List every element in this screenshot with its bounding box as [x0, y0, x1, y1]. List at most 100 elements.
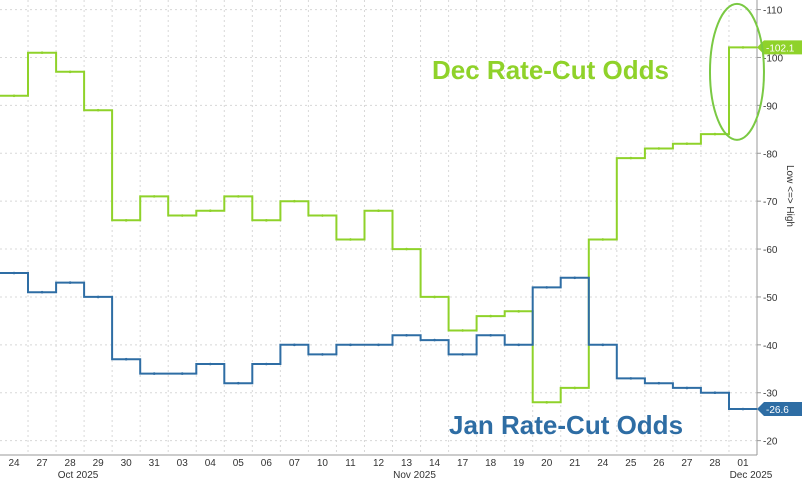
- last-value-tag: [757, 402, 802, 417]
- data-point: [685, 142, 689, 145]
- x-tick-label: 26: [653, 458, 665, 469]
- data-point: [40, 51, 44, 54]
- data-point: [321, 214, 324, 217]
- x-tick-label: 07: [289, 458, 301, 469]
- data-point: [124, 219, 128, 222]
- data-point: [489, 314, 492, 318]
- data-point: [405, 333, 408, 337]
- data-point: [601, 343, 605, 347]
- x-tick-label: 01: [737, 458, 749, 469]
- data-point: [180, 372, 184, 375]
- x-tick-label: 27: [36, 458, 48, 469]
- highlight-ellipse: [708, 2, 765, 141]
- axes: -20 -30 -40 -50 -60 -70 -80 -90 -100 -110 24 27 28 29…: [0, 0, 783, 480]
- data-point: [433, 295, 436, 299]
- y-tick-label: -20: [763, 437, 778, 448]
- data-point: [152, 195, 156, 198]
- data-point: [12, 94, 16, 98]
- y-tick-label: -80: [763, 149, 778, 160]
- y-tick-label: -40: [763, 341, 778, 352]
- gridlines: [0, 0, 757, 455]
- dec-series-annotation: Dec Rate-Cut Odds: [432, 55, 669, 85]
- data-point: [629, 156, 633, 160]
- data-point: [741, 407, 745, 411]
- x-tick-label: 10: [317, 458, 329, 469]
- x-tick-label: 24: [597, 458, 609, 469]
- x-tick-label: 25: [625, 458, 637, 469]
- data-point: [68, 70, 72, 74]
- data-point: [68, 281, 72, 284]
- data-point: [96, 295, 100, 299]
- jan-series-annotation: Jan Rate-Cut Odds: [449, 410, 683, 440]
- data-point: [208, 209, 212, 213]
- y-tick-label: -60: [763, 245, 778, 256]
- data-point: [208, 362, 212, 366]
- x-tick-label: 12: [373, 458, 385, 469]
- data-point: [629, 377, 633, 380]
- data-point: [741, 46, 745, 49]
- data-point: [517, 310, 520, 313]
- data-point: [265, 362, 268, 366]
- x-tick-label: 27: [681, 458, 693, 469]
- data-point: [180, 214, 184, 217]
- x-tick-label: 13: [401, 458, 413, 469]
- y-tick-label: -50: [763, 293, 778, 304]
- x-tick-label: 14: [429, 458, 441, 469]
- series-line-dec: [0, 46, 757, 404]
- data-point: [377, 209, 380, 213]
- data-point: [713, 391, 717, 395]
- data-point: [377, 343, 380, 347]
- data-point: [657, 381, 661, 385]
- data-point: [489, 333, 492, 337]
- data-point: [321, 353, 324, 356]
- last-value-tag: [757, 40, 802, 55]
- data-point: [433, 338, 436, 342]
- x-month-label: Oct 2025: [58, 470, 99, 480]
- data-point: [349, 343, 352, 347]
- data-point: [293, 199, 296, 203]
- x-tick-label: 31: [149, 458, 161, 469]
- data-point: [349, 238, 352, 241]
- x-tick-label: 03: [177, 458, 189, 469]
- x-tick-label: 28: [65, 458, 77, 469]
- data-point: [601, 238, 605, 241]
- data-point: [405, 247, 408, 251]
- data-point: [545, 286, 549, 289]
- x-tick-label: 18: [485, 458, 497, 469]
- x-tick-label: 28: [709, 458, 721, 469]
- x-tick-label: 20: [541, 458, 553, 469]
- data-point: [517, 343, 520, 347]
- x-tick-label: 24: [8, 458, 20, 469]
- data-point: [12, 271, 16, 275]
- x-tick-label: 29: [93, 458, 105, 469]
- data-point: [265, 219, 268, 222]
- x-tick-label: 06: [261, 458, 273, 469]
- data-point: [461, 329, 464, 332]
- x-tick-label: 19: [513, 458, 525, 469]
- x-month-label: Nov 2025: [393, 470, 436, 480]
- data-point: [237, 195, 240, 198]
- x-month-label: Dec 2025: [730, 470, 773, 480]
- y-tick-label: -30: [763, 389, 778, 400]
- annotations: Dec Rate-Cut Odds Jan Rate-Cut Odds Low …: [432, 2, 795, 440]
- series-line-jan: [0, 272, 757, 410]
- last-value-label: -102.1: [766, 43, 795, 54]
- data-point: [573, 386, 577, 390]
- series-lines: -102.1 -26.6: [0, 40, 802, 417]
- x-tick-label: 05: [233, 458, 245, 469]
- y-axis-label: Low <=> High: [784, 165, 795, 227]
- x-tick-label: 04: [205, 458, 217, 469]
- data-point: [685, 386, 689, 390]
- data-point: [461, 353, 464, 356]
- data-point: [573, 276, 577, 280]
- x-tick-label: 17: [457, 458, 469, 469]
- data-point: [293, 343, 296, 347]
- data-point: [96, 108, 100, 112]
- data-point: [237, 381, 240, 385]
- x-tick-label: 21: [569, 458, 581, 469]
- last-value-label: -26.6: [766, 405, 789, 416]
- y-tick-label: -100: [763, 53, 783, 64]
- x-tick-label: 30: [121, 458, 133, 469]
- data-point: [713, 132, 717, 136]
